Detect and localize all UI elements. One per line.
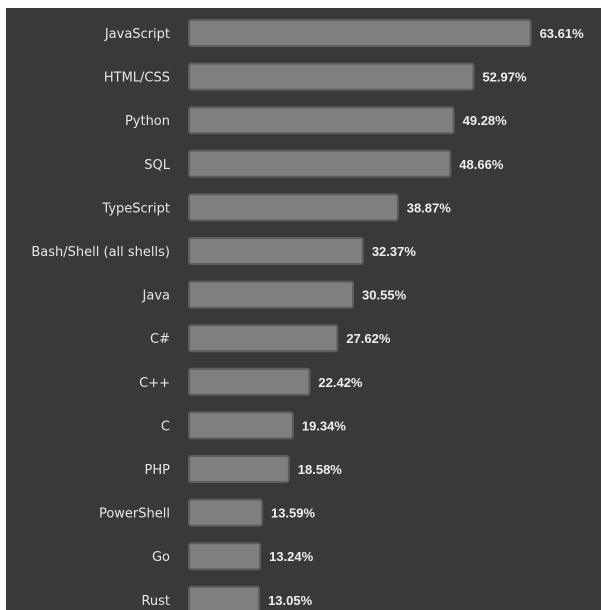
value-label: 13.59% xyxy=(271,506,316,521)
chart-panel: JavaScript 63.61% HTML/CSS 52.97% Python 49.2… xyxy=(6,8,601,610)
value-label: 38.87% xyxy=(407,200,452,215)
value-label: 30.55% xyxy=(362,288,407,303)
value-label: 13.24% xyxy=(269,549,314,564)
bar xyxy=(189,282,353,308)
bar xyxy=(189,151,450,177)
category-label: Python xyxy=(125,114,170,129)
value-label: 49.28% xyxy=(463,113,508,128)
value-label: 18.58% xyxy=(298,462,343,477)
bar xyxy=(189,238,363,264)
bar xyxy=(189,456,289,482)
bar xyxy=(189,64,473,90)
category-label: TypeScript xyxy=(101,201,170,216)
value-label: 19.34% xyxy=(302,418,347,433)
bar xyxy=(189,412,293,438)
category-label: PowerShell xyxy=(99,507,170,522)
value-label: 63.61% xyxy=(540,26,585,41)
bar xyxy=(189,543,260,569)
bar xyxy=(189,325,337,351)
value-label: 22.42% xyxy=(318,375,363,390)
bar-chart: JavaScript 63.61% HTML/CSS 52.97% Python 49.2… xyxy=(6,8,601,610)
bar xyxy=(189,194,398,220)
bar xyxy=(189,500,262,526)
bar xyxy=(189,369,309,395)
category-label: Go xyxy=(152,550,170,565)
category-label: Java xyxy=(142,289,170,304)
bar xyxy=(189,587,259,610)
category-label: JavaScript xyxy=(104,27,170,42)
category-label: C++ xyxy=(139,376,170,391)
category-label: HTML/CSS xyxy=(104,71,170,86)
category-label: SQL xyxy=(144,158,170,173)
category-label: C xyxy=(161,419,170,434)
category-label: C# xyxy=(150,332,170,347)
value-label: 27.62% xyxy=(346,331,391,346)
category-label: Bash/Shell (all shells) xyxy=(31,245,170,260)
value-label: 52.97% xyxy=(482,70,527,85)
value-label: 13.05% xyxy=(268,593,313,608)
bar xyxy=(189,107,454,133)
category-label: PHP xyxy=(145,463,171,478)
value-label: 32.37% xyxy=(372,244,417,259)
category-label: Rust xyxy=(141,594,170,609)
value-label: 48.66% xyxy=(459,157,504,172)
bar xyxy=(189,20,531,46)
